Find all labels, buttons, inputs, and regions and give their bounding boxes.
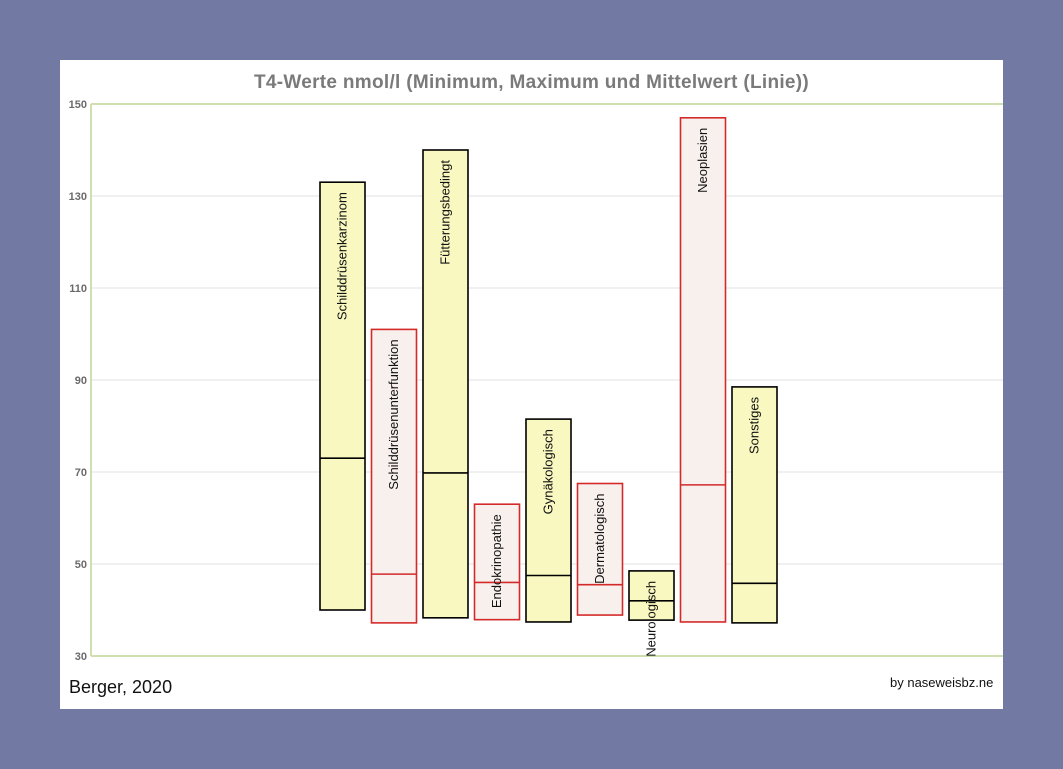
range-bar: [473, 503, 521, 621]
range-bar: [525, 418, 572, 623]
range-bar: [576, 482, 624, 616]
y-tick-label: 150: [69, 99, 87, 111]
range-bar: [319, 181, 366, 611]
category-label: Sonstiges: [747, 396, 762, 454]
website-credit: by naseweisbz.ne: [890, 675, 994, 690]
chart-panel: T4-Werte nmol/l (Minimum, Maximum und Mi…: [60, 60, 1003, 709]
category-label: Fütterungsbedingt: [438, 160, 453, 265]
range-bar: [422, 149, 469, 619]
category-label: Neoplasien: [695, 128, 710, 193]
category-label: Neurologisch: [644, 581, 659, 657]
y-tick-label: 110: [69, 283, 87, 295]
chart-title: T4-Werte nmol/l (Minimum, Maximum und Mi…: [253, 72, 810, 93]
bar-chart: 30 50 70 90 110 130 150 Schilddrüsenkarzinom Sch…: [69, 99, 1003, 663]
y-tick-label: 50: [75, 559, 87, 571]
category-label: Schilddrüsenunterfunktion: [386, 339, 401, 489]
y-tick-label: 70: [75, 467, 87, 479]
range-bar: [679, 116, 727, 623]
category-label: Endokrinopathie: [489, 514, 504, 608]
author-credit: Berger, 2020: [69, 677, 173, 697]
y-tick-label: 130: [69, 191, 87, 203]
category-label: Dermatologisch: [592, 494, 607, 584]
category-label: Schilddrüsenkarzinom: [335, 192, 350, 320]
y-tick-label: 90: [75, 375, 87, 387]
y-tick-label: 30: [75, 651, 87, 663]
category-label: Gynäkologisch: [541, 429, 556, 514]
range-bar: [628, 570, 675, 621]
